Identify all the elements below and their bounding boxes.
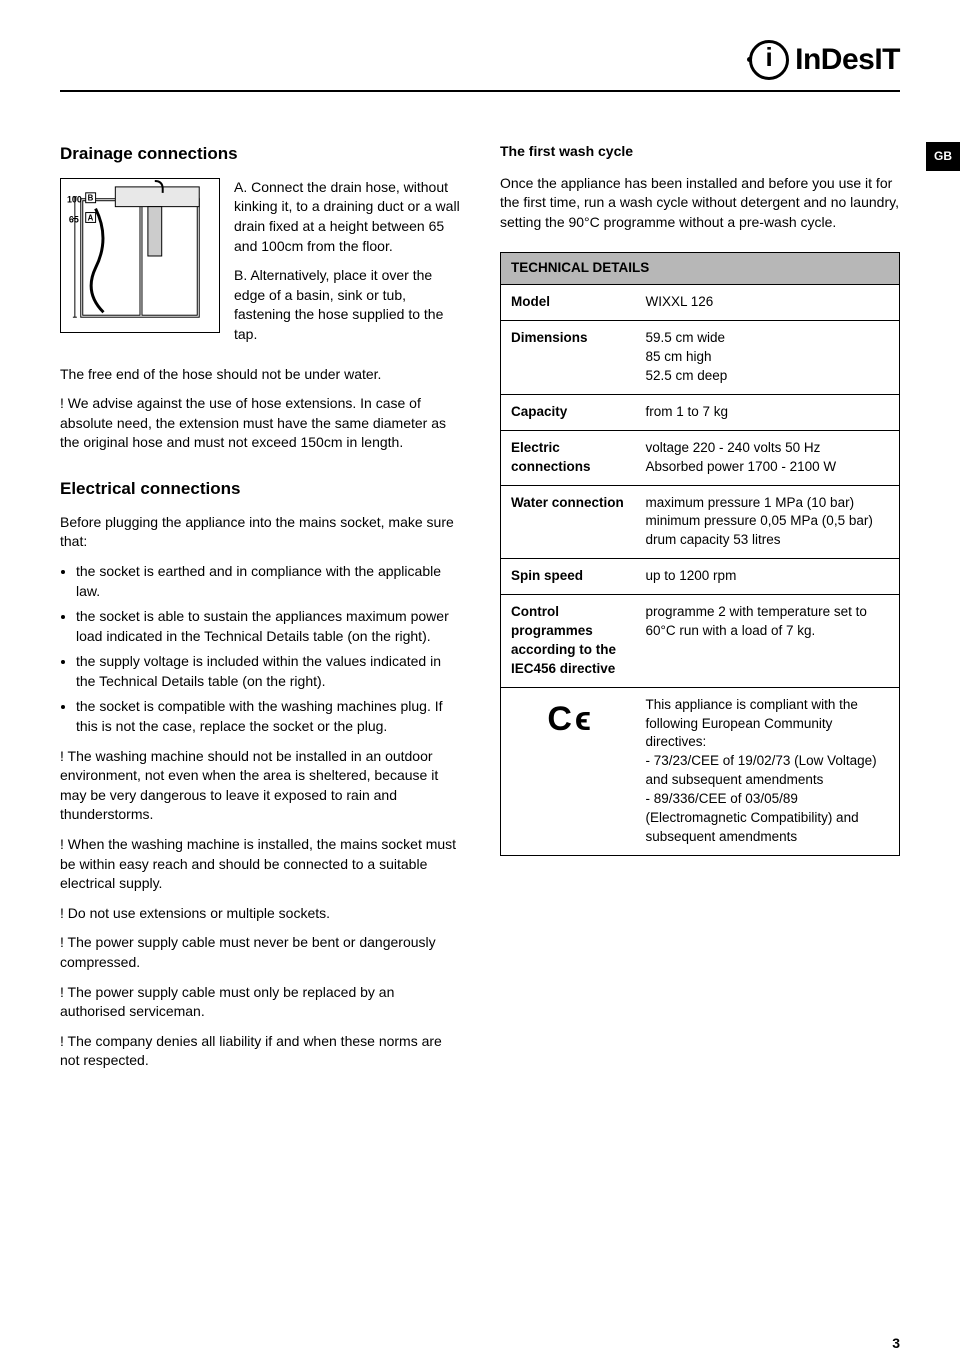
technical-details-table: TECHNICAL DETAILS ModelWIXXL 126Dimensio… <box>500 252 900 855</box>
checklist-item: the socket is earthed and in compliance … <box>76 562 460 601</box>
table-row: Electric connectionsvoltage 220 - 240 vo… <box>501 430 900 485</box>
row-label: Model <box>501 285 636 321</box>
table-row: Capacityfrom 1 to 7 kg <box>501 394 900 430</box>
warning-paragraph: ! The washing machine should not be inst… <box>60 747 460 825</box>
language-tab: GB <box>926 142 960 171</box>
row-value: 59.5 cm wide 85 cm high 52.5 cm deep <box>636 321 900 395</box>
row-label: Spin speed <box>501 559 636 595</box>
row-value: maximum pressure 1 MPa (10 bar) minimum … <box>636 485 900 559</box>
table-row: ModelWIXXL 126 <box>501 285 900 321</box>
table-row: Water connectionmaximum pressure 1 MPa (… <box>501 485 900 559</box>
manual-page: i InDesIT Drainage connections <box>0 0 960 1371</box>
hose-extension-warning: ! We advise against the use of hose exte… <box>60 394 460 453</box>
first-wash-body: Once the appliance has been installed an… <box>500 174 900 233</box>
checklist-item: the socket is able to sustain the applia… <box>76 607 460 646</box>
ce-mark-icon: C ϵ <box>511 696 626 744</box>
header: i InDesIT <box>60 40 900 80</box>
svg-text:B: B <box>88 194 94 203</box>
warning-paragraph: ! The company denies all liability if an… <box>60 1032 460 1071</box>
row-value: This appliance is compliant with the fol… <box>636 687 900 855</box>
content-columns: Drainage connections 100 65 A <box>60 142 900 1081</box>
row-value: WIXXL 126 <box>636 285 900 321</box>
row-label: Capacity <box>501 394 636 430</box>
table-row: Dimensions59.5 cm wide 85 cm high 52.5 c… <box>501 321 900 395</box>
brand-logo: i InDesIT <box>749 40 900 80</box>
warning-paragraph: ! The power supply cable must only be re… <box>60 983 460 1022</box>
table-row: C ϵThis appliance is compliant with the … <box>501 687 900 855</box>
warning-paragraph: ! The power supply cable must never be b… <box>60 933 460 972</box>
drain-free-end: The free end of the hose should not be u… <box>60 365 460 385</box>
electrical-checklist: the socket is earthed and in compliance … <box>60 562 460 737</box>
row-label: C ϵ <box>501 687 636 855</box>
drainage-figure-row: 100 65 A B A. Connect the drain hose, wi… <box>60 178 460 355</box>
svg-text:65: 65 <box>69 214 79 224</box>
drain-step-b: B. Alternatively, place it over the edge… <box>234 266 460 344</box>
drainage-diagram: 100 65 A B <box>60 178 220 333</box>
heading-electrical: Electrical connections <box>60 477 460 501</box>
divider <box>60 90 900 92</box>
row-label: Electric connections <box>501 430 636 485</box>
checklist-item: the supply voltage is included within th… <box>76 652 460 691</box>
row-value: voltage 220 - 240 volts 50 Hz Absorbed p… <box>636 430 900 485</box>
warning-paragraph: ! Do not use extensions or multiple sock… <box>60 904 460 924</box>
sink-cabinet-icon: 100 65 A B <box>61 179 219 332</box>
tech-table-header: TECHNICAL DETAILS <box>501 253 900 285</box>
warning-paragraph: ! When the washing machine is installed,… <box>60 835 460 894</box>
left-column: Drainage connections 100 65 A <box>60 142 460 1081</box>
row-label: Dimensions <box>501 321 636 395</box>
row-value: programme 2 with temperature set to 60°C… <box>636 595 900 688</box>
drainage-text: A. Connect the drain hose, without kinki… <box>234 178 460 355</box>
table-row: Spin speedup to 1200 rpm <box>501 559 900 595</box>
electrical-warnings: ! The washing machine should not be inst… <box>60 747 460 1071</box>
table-row: Control programmes according to the IEC4… <box>501 595 900 688</box>
electrical-intro: Before plugging the appliance into the m… <box>60 513 460 552</box>
checklist-item: the socket is compatible with the washin… <box>76 697 460 736</box>
drain-step-a: A. Connect the drain hose, without kinki… <box>234 178 460 256</box>
brand-icon: i <box>749 40 789 80</box>
heading-drainage: Drainage connections <box>60 142 460 166</box>
row-value: up to 1200 rpm <box>636 559 900 595</box>
heading-first-wash: The first wash cycle <box>500 142 900 162</box>
row-label: Control programmes according to the IEC4… <box>501 595 636 688</box>
row-value: from 1 to 7 kg <box>636 394 900 430</box>
page-number: 3 <box>892 1335 900 1351</box>
brand-name: InDesIT <box>795 43 900 77</box>
row-label: Water connection <box>501 485 636 559</box>
right-column: GB The first wash cycle Once the applian… <box>500 142 900 1081</box>
svg-text:A: A <box>88 213 94 222</box>
